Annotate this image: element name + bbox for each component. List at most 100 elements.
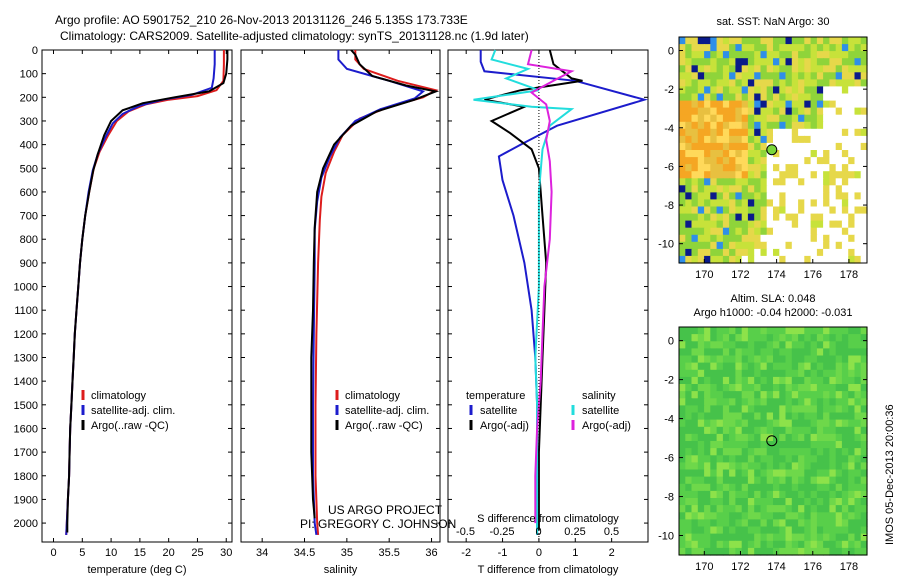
map-cell (729, 248, 736, 257)
map-cell (685, 192, 693, 201)
map-cell (791, 107, 799, 116)
map-cell (747, 44, 755, 52)
map-cell (823, 433, 830, 442)
map-cell (829, 426, 837, 435)
map-cell (848, 121, 856, 130)
map-cell (829, 348, 837, 357)
map-cell (804, 455, 812, 463)
map-cell (860, 142, 868, 151)
map-cell (779, 327, 787, 335)
y-tick-label: -10 (658, 239, 674, 251)
map-cell (860, 86, 868, 95)
map-cell (848, 433, 856, 442)
map-cell (735, 483, 743, 492)
map-cell (685, 376, 693, 385)
map-cell (704, 469, 711, 478)
map-cell (798, 483, 805, 492)
map-cell (848, 185, 856, 193)
map-cell (716, 334, 724, 342)
map-cell (685, 441, 693, 449)
map-cell (716, 234, 724, 243)
map-cell (766, 51, 774, 59)
map-cell (779, 185, 787, 193)
map-cell (841, 426, 849, 435)
map-cell (766, 227, 774, 236)
map-cell (691, 412, 699, 421)
map-cell (716, 355, 724, 364)
map-cell (816, 135, 824, 144)
map-cell (679, 178, 686, 186)
map-cell (804, 178, 812, 186)
map-cell (791, 72, 799, 80)
map-cell (779, 498, 787, 506)
map-cell (791, 362, 799, 371)
map-cell (691, 369, 699, 378)
map-cell (798, 255, 805, 264)
map-cell (773, 185, 780, 193)
map-cell (848, 192, 856, 201)
map-cell (722, 505, 730, 513)
series-line-0 (65, 50, 225, 535)
map-cell (697, 128, 705, 137)
map-cell (704, 128, 711, 137)
map-cell (835, 526, 843, 535)
map-cell (854, 498, 862, 506)
map-cell (829, 391, 837, 399)
map-cell (747, 391, 755, 399)
map-cell (835, 505, 843, 513)
map-cell (704, 213, 711, 222)
legend-label: climatology (345, 390, 401, 402)
map-cell (841, 248, 849, 257)
map-cell (729, 100, 736, 109)
map-cell (679, 483, 686, 492)
map-cell (791, 476, 799, 485)
map-cell (810, 533, 818, 542)
map-cell (754, 185, 762, 193)
map-cell (747, 79, 755, 88)
map-cell (779, 227, 787, 236)
map-cell (773, 178, 780, 186)
map-cell (747, 540, 755, 549)
map-cell (779, 526, 787, 535)
map-cell (848, 547, 856, 556)
map-cell (697, 398, 705, 406)
map-cell (848, 93, 856, 102)
map-cell (810, 512, 818, 520)
map-cell (841, 114, 849, 123)
map-cell (760, 227, 768, 236)
difference-panel: -2 -1 0 1 2T difference from climatology-0.5… (447, 49, 649, 576)
map-cell (691, 533, 699, 542)
map-cell (773, 107, 780, 116)
map-cell (741, 164, 749, 172)
map-cell (766, 234, 774, 243)
map-cell (766, 547, 774, 556)
map-cell (860, 51, 868, 59)
map-cell (860, 227, 868, 236)
map-cell (804, 512, 812, 520)
map-cell (835, 341, 843, 349)
map-cell (841, 369, 849, 378)
map-cell (697, 448, 705, 456)
map-cell (810, 142, 818, 151)
map-cell (710, 476, 718, 485)
map-cell (754, 327, 762, 335)
map-cell (785, 526, 793, 535)
map-cell (754, 540, 762, 549)
map-cell (691, 405, 699, 414)
map-cell (747, 248, 755, 257)
map-cell (773, 483, 780, 492)
map-cell (729, 512, 736, 520)
map-cell (760, 341, 768, 349)
map-cell (760, 519, 768, 528)
map-cell (685, 412, 693, 421)
map-cell (766, 248, 774, 257)
map-cell (860, 433, 868, 442)
x-tick-label: 20 (163, 547, 175, 559)
map-cell (679, 348, 686, 357)
map-cell (741, 100, 749, 109)
map-cell (685, 462, 693, 471)
map-cell (854, 526, 862, 535)
x-tick-label: 36 (425, 547, 437, 559)
map-cell (798, 51, 805, 59)
map-cell (773, 234, 780, 243)
